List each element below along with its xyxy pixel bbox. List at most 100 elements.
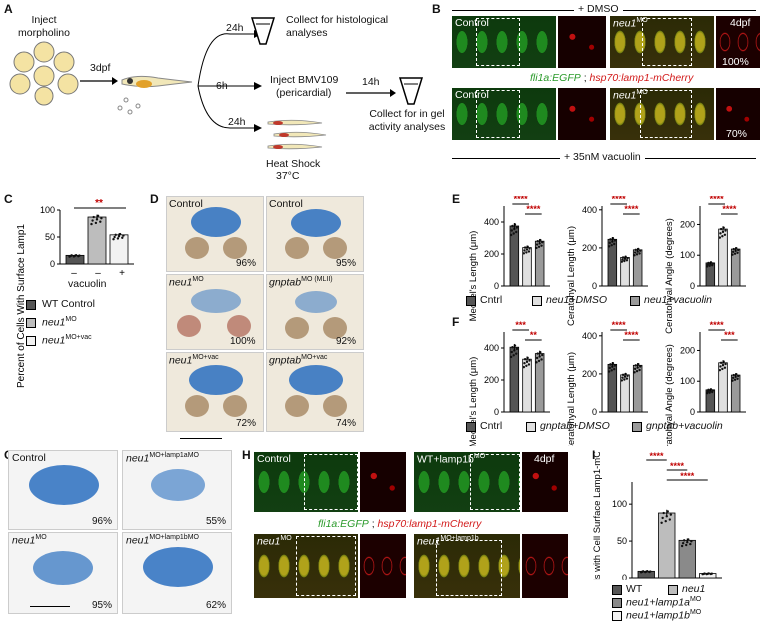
E3-point xyxy=(731,250,735,254)
F1-point xyxy=(536,352,539,355)
panel-c-chart: Percent of Cells With Surface Lamp1 0 50 1… xyxy=(16,198,134,388)
h-legend-red: hsp70:lamp1-mCherry xyxy=(377,518,482,530)
panel-label-i: I xyxy=(592,448,596,462)
g-pct-2: 95% xyxy=(92,600,113,611)
E1-point xyxy=(522,252,526,255)
tube-icon-2 xyxy=(398,77,424,105)
F1-point xyxy=(512,354,515,357)
d-img-4 xyxy=(166,352,264,432)
g-sup-1: MO+lamp1a xyxy=(149,452,188,459)
F2-ytick-label: 200 xyxy=(582,369,597,379)
F2-point xyxy=(639,365,642,368)
i-sig-1: **** xyxy=(670,461,685,471)
inject-bmv: Inject BMV109 xyxy=(270,74,339,86)
micro-neu1-vac-red xyxy=(716,88,760,140)
F1-sig-0: *** xyxy=(515,320,526,330)
E3-sig-1: **** xyxy=(722,204,737,214)
b-neu1-1: neu1 xyxy=(613,17,637,30)
b-legend-red: hsp70:lamp1-mCherry xyxy=(589,72,694,84)
C-point xyxy=(116,237,120,240)
E3-ytick-label: 0 xyxy=(690,281,695,291)
C-point xyxy=(114,233,117,237)
d-label-1: Control xyxy=(269,198,303,210)
F1-point xyxy=(510,350,513,354)
C-point xyxy=(90,222,93,226)
g-sup-3: MO+lamp1b xyxy=(149,534,188,541)
F2-point xyxy=(613,367,616,371)
E2-point xyxy=(623,259,626,263)
I-point xyxy=(649,570,652,573)
c-ylabel: Percent of Cells With Surface Lamp1 xyxy=(16,224,27,388)
panel-label-e: E xyxy=(452,192,461,206)
d-sup-2: MO xyxy=(192,276,204,283)
b-control-2: Control xyxy=(455,89,489,101)
d-label-2: neu1 xyxy=(169,276,193,289)
heat-shock: Heat Shock xyxy=(266,158,321,170)
d-label-0: Control xyxy=(169,198,203,210)
b-legend-green: fli1a:EGFP xyxy=(530,72,581,84)
C-point xyxy=(117,235,121,238)
E1-ytick-label: 200 xyxy=(484,249,499,259)
F3-ytick-label: 0 xyxy=(690,407,695,417)
E3-point xyxy=(711,262,715,265)
embryo-cluster-icon xyxy=(9,41,79,106)
F1-point xyxy=(538,355,541,358)
F2-point xyxy=(633,367,637,371)
E1-point xyxy=(527,250,531,253)
I-point xyxy=(681,541,685,545)
d-img-1 xyxy=(266,196,364,272)
F3-point xyxy=(721,367,724,371)
h-red-0 xyxy=(360,452,406,512)
c-xlabel: vacuolin xyxy=(68,278,107,290)
F1-point xyxy=(527,363,531,366)
C-point xyxy=(70,254,73,257)
temp: 37°C xyxy=(276,170,300,182)
g-sup2-1: MO xyxy=(187,452,199,459)
g-pct-1: 55% xyxy=(206,516,227,527)
C-point xyxy=(122,234,125,237)
E2-ytick-label: 400 xyxy=(582,205,597,215)
tube-icon xyxy=(250,17,276,45)
E1-sig-1: **** xyxy=(526,204,541,214)
F2-point xyxy=(625,377,629,380)
panel-label-h: H xyxy=(242,448,251,462)
E1-point xyxy=(540,244,543,247)
b-70pct: 70% xyxy=(726,128,748,140)
F2-point xyxy=(610,369,613,372)
I-point xyxy=(646,569,649,573)
micro-control-vac xyxy=(452,88,556,140)
f-ylabel-1: Ceratohyal Length (μm) xyxy=(566,352,577,446)
F2-ytick-label: 0 xyxy=(592,407,597,417)
g-label-3: neu1 xyxy=(126,534,150,547)
I-point xyxy=(689,542,692,546)
dmso-label: + DMSO xyxy=(574,3,623,15)
F1-ytick-label: 200 xyxy=(484,375,499,385)
h-neu1-lamp: neu1 xyxy=(417,535,441,548)
E3-point xyxy=(736,251,739,254)
h-micro-2 xyxy=(254,534,358,598)
E1-point xyxy=(509,233,513,237)
E1-point xyxy=(510,229,513,232)
c-legend-swatch-0 xyxy=(26,300,36,310)
b-legend-sep: ; xyxy=(580,72,590,84)
E3-point xyxy=(721,234,724,238)
micro-neu1-vac xyxy=(610,88,714,140)
d-sup-5: MO+vac xyxy=(301,354,328,361)
E2-point xyxy=(626,256,629,260)
i-legend-sup-2: MO xyxy=(689,596,702,603)
E1-point xyxy=(538,242,541,245)
micro-control-dmso xyxy=(452,16,556,68)
h-lamp-sup: MO+lamp1b xyxy=(440,535,479,542)
F1-point xyxy=(535,356,539,360)
panel-label-b: B xyxy=(432,2,441,16)
d-img-5 xyxy=(266,352,364,432)
micro-neu1-dmso xyxy=(610,16,714,68)
F3-point xyxy=(723,366,727,369)
I-point xyxy=(680,544,684,548)
I-ytick-label: 0 xyxy=(622,573,627,580)
d-pct-1: 95% xyxy=(336,258,357,269)
E3-point xyxy=(732,247,735,251)
E2-ytick-label: 200 xyxy=(582,243,597,253)
F2-point xyxy=(621,376,624,379)
f-legend-2: gnptab+vacuolin xyxy=(646,420,723,432)
